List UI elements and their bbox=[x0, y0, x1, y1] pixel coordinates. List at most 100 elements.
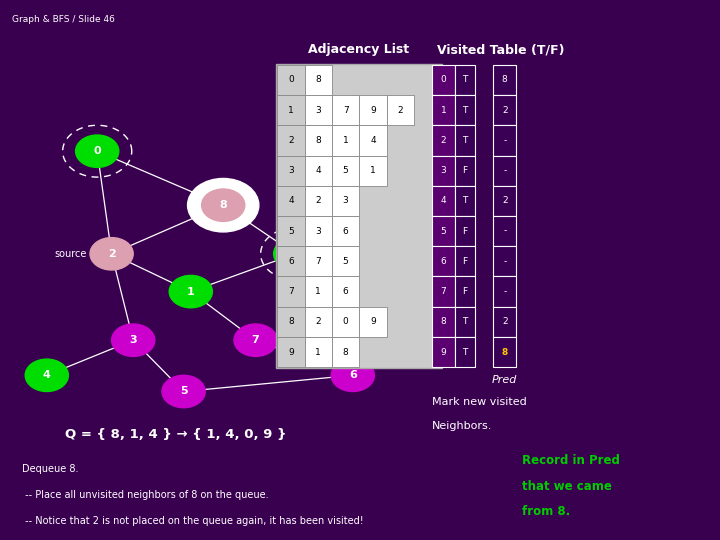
Text: 9: 9 bbox=[370, 106, 376, 114]
Bar bbox=[332, 95, 359, 125]
Bar bbox=[332, 125, 359, 156]
Bar bbox=[305, 337, 332, 367]
Text: 3: 3 bbox=[343, 197, 348, 205]
Bar bbox=[305, 95, 332, 125]
Text: 2: 2 bbox=[315, 197, 321, 205]
Bar bbox=[359, 95, 387, 125]
Text: F: F bbox=[462, 257, 468, 266]
Text: F: F bbox=[462, 287, 468, 296]
Bar bbox=[432, 156, 455, 186]
Text: 7: 7 bbox=[343, 106, 348, 114]
Bar bbox=[493, 337, 516, 367]
Bar bbox=[277, 125, 305, 156]
Bar bbox=[455, 125, 475, 156]
Text: 9: 9 bbox=[292, 249, 299, 259]
Text: 8: 8 bbox=[343, 348, 348, 356]
Bar bbox=[277, 246, 305, 276]
Text: 9: 9 bbox=[441, 348, 446, 356]
Text: 5: 5 bbox=[288, 227, 294, 235]
Text: 2: 2 bbox=[397, 106, 403, 114]
Bar bbox=[455, 216, 475, 246]
Text: Visited Table (T/F): Visited Table (T/F) bbox=[436, 43, 564, 56]
Text: 9: 9 bbox=[370, 318, 376, 326]
Bar bbox=[493, 156, 516, 186]
Bar bbox=[305, 307, 332, 337]
Bar bbox=[455, 276, 475, 307]
Bar bbox=[305, 276, 332, 307]
Text: 2: 2 bbox=[315, 318, 321, 326]
Text: 6: 6 bbox=[343, 287, 348, 296]
Bar bbox=[493, 276, 516, 307]
Text: 6: 6 bbox=[343, 227, 348, 235]
Text: 8: 8 bbox=[315, 136, 321, 145]
Bar bbox=[332, 186, 359, 216]
Text: 8: 8 bbox=[220, 200, 227, 210]
Circle shape bbox=[25, 359, 68, 392]
Bar bbox=[305, 216, 332, 246]
Text: 6: 6 bbox=[288, 257, 294, 266]
Text: Dequeue 8.: Dequeue 8. bbox=[22, 464, 78, 475]
Bar bbox=[359, 307, 387, 337]
Text: that we came: that we came bbox=[522, 480, 612, 492]
Text: 2: 2 bbox=[441, 136, 446, 145]
Bar bbox=[277, 276, 305, 307]
Text: 5: 5 bbox=[441, 227, 446, 235]
Text: 1: 1 bbox=[315, 287, 321, 296]
Bar bbox=[276, 64, 442, 368]
Bar bbox=[332, 246, 359, 276]
Text: 5: 5 bbox=[343, 257, 348, 266]
Text: 8: 8 bbox=[288, 318, 294, 326]
Circle shape bbox=[90, 238, 133, 270]
Text: -: - bbox=[503, 166, 506, 175]
Text: 1: 1 bbox=[187, 287, 194, 296]
Circle shape bbox=[202, 189, 245, 221]
Text: 8: 8 bbox=[502, 76, 508, 84]
Circle shape bbox=[162, 375, 205, 408]
Text: 5: 5 bbox=[343, 166, 348, 175]
Bar bbox=[493, 216, 516, 246]
Text: 2: 2 bbox=[502, 318, 508, 326]
Text: 1: 1 bbox=[441, 106, 446, 114]
Text: 1: 1 bbox=[288, 106, 294, 114]
Bar bbox=[332, 276, 359, 307]
Bar bbox=[277, 337, 305, 367]
Text: 4: 4 bbox=[370, 136, 376, 145]
Text: 7: 7 bbox=[252, 335, 259, 345]
Text: -: - bbox=[503, 287, 506, 296]
Bar bbox=[432, 125, 455, 156]
Bar bbox=[359, 125, 387, 156]
Text: Graph & BFS / Slide 46: Graph & BFS / Slide 46 bbox=[12, 15, 115, 24]
Text: 0: 0 bbox=[94, 146, 101, 156]
Bar bbox=[455, 337, 475, 367]
Text: Record in Pred: Record in Pred bbox=[522, 454, 620, 467]
Bar bbox=[432, 246, 455, 276]
Bar bbox=[277, 307, 305, 337]
Bar bbox=[432, 95, 455, 125]
Circle shape bbox=[187, 178, 259, 232]
Bar bbox=[455, 246, 475, 276]
Bar bbox=[305, 246, 332, 276]
Text: 7: 7 bbox=[441, 287, 446, 296]
Bar bbox=[455, 95, 475, 125]
Text: 3: 3 bbox=[441, 166, 446, 175]
Text: 2: 2 bbox=[288, 136, 294, 145]
Text: Q = { 8, 1, 4 } → { 1, 4, 0, 9 }: Q = { 8, 1, 4 } → { 1, 4, 0, 9 } bbox=[65, 428, 287, 441]
Bar bbox=[332, 337, 359, 367]
Bar bbox=[432, 307, 455, 337]
Text: 3: 3 bbox=[315, 227, 321, 235]
Circle shape bbox=[112, 324, 155, 356]
Text: -- Place all unvisited neighbors of 8 on the queue.: -- Place all unvisited neighbors of 8 on… bbox=[22, 490, 269, 501]
Bar bbox=[359, 156, 387, 186]
Text: F: F bbox=[462, 166, 468, 175]
Text: Neighbors.: Neighbors. bbox=[432, 421, 492, 431]
Bar bbox=[455, 156, 475, 186]
Text: 4: 4 bbox=[315, 166, 321, 175]
Text: from 8.: from 8. bbox=[522, 505, 570, 518]
Bar bbox=[432, 276, 455, 307]
Bar bbox=[277, 186, 305, 216]
Bar bbox=[493, 307, 516, 337]
Bar bbox=[432, 216, 455, 246]
Bar bbox=[332, 156, 359, 186]
Bar bbox=[455, 307, 475, 337]
Text: T: T bbox=[462, 318, 468, 326]
